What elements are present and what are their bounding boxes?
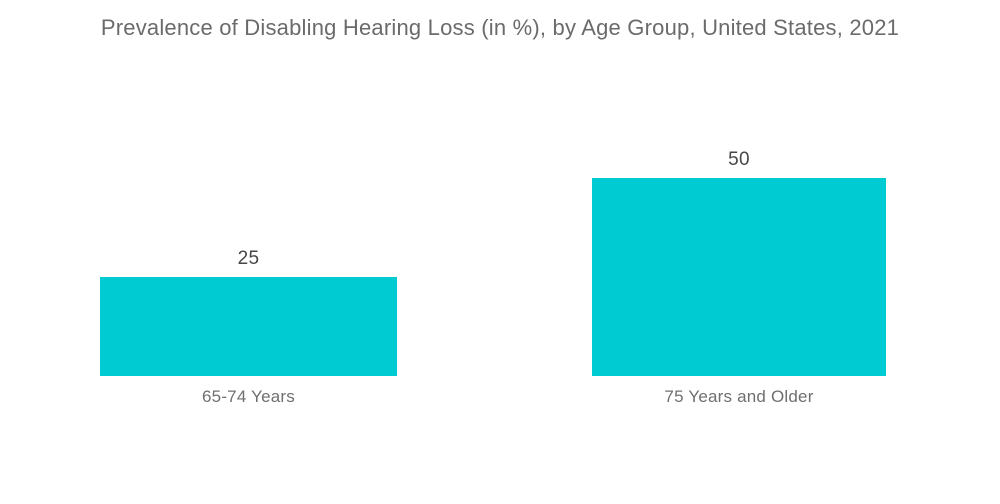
bar-group-75-older: 50 75 Years and Older xyxy=(592,149,886,406)
chart-title: Prevalence of Disabling Hearing Loss (in… xyxy=(100,15,900,40)
bar-75-years-and-older xyxy=(592,178,886,376)
bar-group-65-74: 25 65-74 Years xyxy=(100,248,397,406)
bar-value-label: 25 xyxy=(237,248,260,269)
x-axis-category-label: 75 Years and Older xyxy=(664,387,814,406)
x-axis-category-label: 65-74 Years xyxy=(202,387,295,406)
bar-65-74-years xyxy=(100,277,397,376)
bar-value-label: 50 xyxy=(728,149,750,170)
